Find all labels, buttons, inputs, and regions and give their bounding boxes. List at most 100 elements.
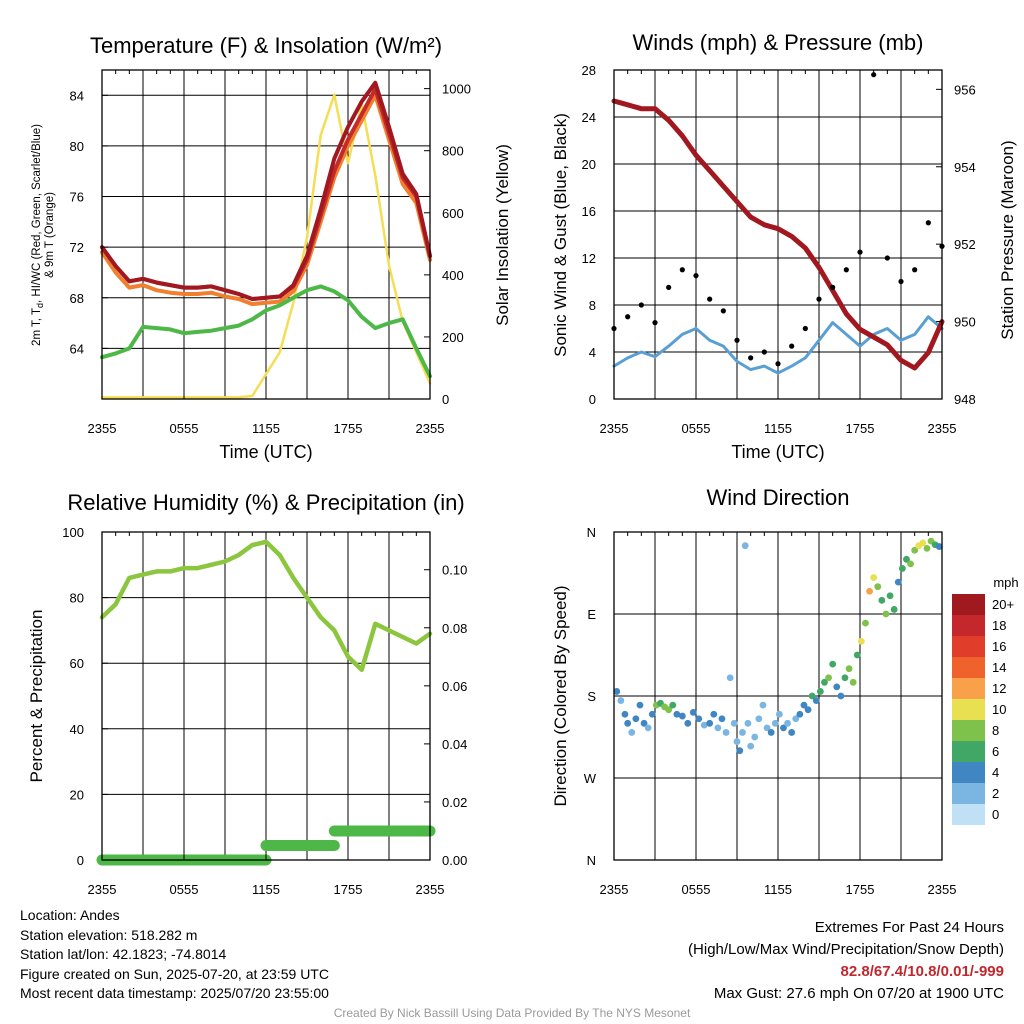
legend-label: 8 [992, 723, 999, 738]
gust-point [789, 343, 795, 349]
series-station-pressure [611, 98, 945, 371]
direction-point [780, 724, 787, 732]
max-gust: Max Gust: 27.6 mph On 07/20 at 1900 UTC [713, 985, 1004, 1002]
y-tick-label-left: 0 [589, 392, 596, 407]
direction-point [673, 710, 681, 718]
direction-point [825, 674, 832, 682]
legend-label: 20+ [992, 597, 1014, 612]
y-tick-label-left: 16 [582, 204, 596, 219]
gust-point [884, 255, 890, 261]
direction-point [788, 729, 796, 736]
y-tick-label-left: 8 [589, 298, 596, 313]
direction-point [763, 724, 771, 732]
direction-point [767, 729, 775, 736]
direction-point [833, 683, 841, 691]
y-tick-label-right: 954 [954, 160, 976, 175]
legend-swatch [952, 657, 985, 678]
direction-point [718, 715, 726, 723]
series-heat-index [100, 80, 432, 301]
y-tick-label-right: 0.08 [442, 621, 467, 636]
gust-point [693, 273, 699, 279]
y-tick-label-right: 0.06 [442, 679, 467, 694]
y-tick-label-left: 68 [70, 291, 84, 306]
direction-point [726, 674, 734, 682]
legend-swatch [952, 678, 985, 699]
x-tick-label: 0555 [682, 421, 711, 436]
direction-point [812, 697, 820, 704]
direction-point [644, 724, 652, 732]
direction-point [744, 719, 752, 727]
direction-point [886, 592, 894, 600]
gust-point [679, 267, 685, 273]
direction-panel: Wind Direction 2355 0555 1155 1755 2355 N W S E N… [551, 485, 1019, 897]
x-tick-label: 2355 [600, 882, 629, 897]
legend-swatch [952, 741, 985, 762]
direction-point [771, 719, 779, 727]
gust-point [625, 314, 631, 320]
direction-point [710, 710, 718, 718]
y-tick-label-right: 948 [954, 392, 976, 407]
direction-point [911, 546, 919, 554]
direction-point [648, 710, 656, 718]
direction-point [733, 738, 741, 745]
y-tick-label-right: 1000 [442, 82, 471, 97]
x-tick-label: 1155 [764, 421, 792, 436]
y-tick-label-right: 200 [442, 330, 464, 345]
y-tick-label-right: 956 [954, 82, 976, 97]
extremes-info: Extremes For Past 24 Hours (High/Low/Max… [688, 917, 1004, 1005]
y-tick-label-left: 64 [70, 341, 84, 356]
y-tick-label-right: 600 [442, 206, 464, 221]
wind-panel: Winds (mph) & Pressure (mb) 2355 0555 1155… [551, 30, 1017, 462]
direction-point [870, 574, 878, 581]
x-tick-label: 0555 [170, 421, 199, 436]
direction-point [665, 706, 673, 714]
direction-panel-title: Wind Direction [706, 485, 849, 510]
direction-point [640, 719, 648, 727]
x-tick-label: 2355 [416, 882, 445, 897]
x-tick-label: 1155 [252, 421, 280, 436]
direction-point [678, 712, 686, 720]
x-tick-label: 1755 [334, 421, 363, 436]
y-tick-label-left: 100 [62, 525, 84, 540]
legend-swatch [952, 615, 985, 636]
x-tick-label: 0555 [170, 882, 199, 897]
direction-point [874, 583, 882, 591]
direction-point [866, 587, 873, 595]
legend-swatch [952, 636, 985, 657]
direction-point [829, 660, 837, 668]
direction-point [849, 678, 857, 686]
y-tick-label-right: 952 [954, 237, 976, 252]
x-tick-label: 2355 [88, 882, 117, 897]
direction-point [636, 701, 644, 709]
direction-point [841, 674, 849, 682]
humidity-yaxis-label-left: Percent & Precipitation [27, 610, 46, 783]
direction-point [730, 719, 738, 727]
wind-yaxis-label-left: Sonic Wind & Gust (Blue, Black) [551, 113, 570, 357]
direction-point [890, 606, 898, 613]
direction-point [784, 719, 791, 727]
direction-point [837, 692, 845, 700]
temperature-panel-title: Temperature (F) & Insolation (W/m²) [90, 33, 442, 58]
gust-point [802, 325, 808, 332]
direction-point [613, 688, 621, 695]
y-tick-label-left: 0 [77, 853, 84, 868]
y-tick-label-left: N [587, 525, 596, 540]
legend-label: 4 [992, 765, 999, 780]
direction-point [857, 637, 865, 645]
direction-point [923, 545, 931, 552]
y-tick-label-left: 24 [582, 110, 596, 125]
direction-point [621, 710, 629, 718]
y-tick-label-left: 20 [70, 787, 84, 802]
temperature-yaxis-label-left-line2: & 9m T (Orange) [44, 192, 56, 278]
gust-point [652, 320, 658, 326]
station-info: Location: Andes Station elevation: 518.2… [20, 906, 329, 1004]
direction-point [714, 724, 722, 732]
direction-point [628, 729, 636, 736]
gust-point [748, 355, 754, 361]
speed-legend-title: mph [993, 575, 1018, 590]
y-tick-label-right: 0.04 [442, 737, 467, 752]
x-tick-label: 0555 [682, 882, 711, 897]
direction-point [821, 678, 828, 686]
direction-point [804, 706, 812, 714]
gust-point [871, 72, 877, 78]
